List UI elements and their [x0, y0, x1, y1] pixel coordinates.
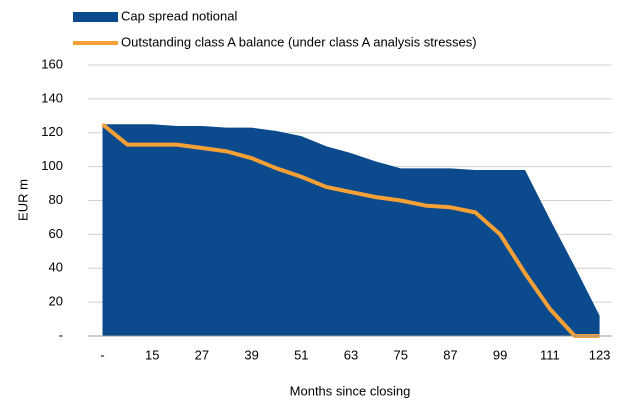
- x-tick-label: 27: [195, 347, 209, 362]
- legend-label: Outstanding class A balance (under class…: [121, 34, 477, 49]
- y-tick-label: 20: [49, 294, 63, 309]
- line: [101, 122, 600, 338]
- x-tick-label: -: [100, 347, 104, 362]
- y-tick-label: -: [59, 327, 63, 342]
- y-tick-label: 120: [41, 124, 63, 139]
- x-tick-label: 123: [589, 347, 611, 362]
- x-axis-label: Months since closing: [290, 383, 411, 398]
- legend-swatch: [73, 12, 118, 22]
- x-tick-label: 99: [493, 347, 507, 362]
- x-tick-label: 63: [344, 347, 358, 362]
- x-tick-label: 87: [443, 347, 457, 362]
- area: [102, 124, 600, 336]
- x-tick-label: 111: [540, 347, 560, 362]
- y-tick-label: 80: [49, 192, 63, 207]
- x-tick-label: 15: [145, 347, 159, 362]
- y-tick-label: 140: [41, 90, 63, 105]
- y-tick-label: 60: [49, 226, 63, 241]
- x-tick-label: 75: [394, 347, 408, 362]
- x-tick-label: 51: [294, 347, 308, 362]
- legend-label: Cap spread notional: [121, 8, 237, 23]
- y-axis-label: EUR m: [15, 179, 30, 221]
- x-tick-label: 39: [244, 347, 258, 362]
- y-tick-label: 160: [41, 56, 63, 71]
- y-tick-label: 100: [41, 158, 63, 173]
- y-tick-label: 40: [49, 260, 63, 275]
